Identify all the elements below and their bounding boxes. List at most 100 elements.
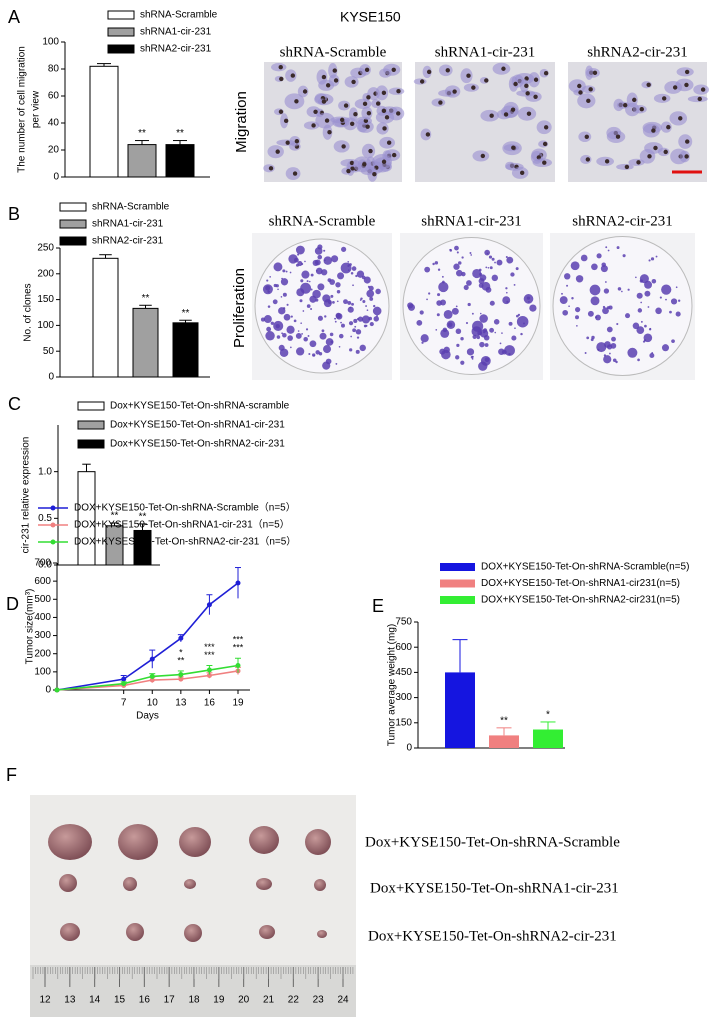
colony	[460, 360, 465, 365]
ruler	[30, 965, 356, 1017]
colony	[341, 246, 347, 252]
colony	[362, 300, 366, 304]
colony	[372, 306, 382, 316]
colony	[636, 326, 645, 335]
colony	[341, 323, 345, 328]
colony	[561, 292, 563, 295]
colony	[420, 334, 429, 343]
colony	[489, 300, 495, 306]
pore	[533, 94, 538, 99]
ruler-number: 22	[288, 995, 300, 1006]
colony	[288, 254, 298, 264]
colony	[369, 322, 374, 327]
colony	[286, 303, 289, 306]
colony	[506, 256, 514, 264]
colony	[510, 272, 515, 277]
colony	[434, 261, 439, 265]
y-tick-label: 200	[37, 268, 54, 279]
legend-swatch	[440, 579, 475, 588]
legend-swatch	[59, 202, 87, 212]
pore	[697, 96, 702, 102]
colony	[369, 296, 374, 301]
colony	[499, 342, 502, 345]
colony	[514, 327, 516, 330]
x-axis-label: Days	[136, 711, 159, 722]
point	[149, 656, 155, 662]
pore	[332, 68, 337, 73]
pore	[542, 141, 548, 147]
colony	[571, 297, 574, 300]
pore	[333, 78, 339, 83]
pore	[585, 157, 591, 162]
colony	[351, 302, 354, 306]
colony	[354, 325, 357, 328]
colony	[375, 288, 381, 295]
colony	[301, 270, 310, 279]
pore	[639, 107, 644, 112]
legend-swatch	[440, 563, 475, 571]
colony	[461, 256, 464, 259]
line	[56, 664, 239, 691]
tumor-label: Dox+KYSE150-Tet-On-shRNA2-cir-231	[368, 928, 617, 944]
colony	[476, 335, 481, 340]
ruler-number: 23	[313, 995, 325, 1006]
colony	[562, 309, 569, 316]
colony	[359, 344, 366, 352]
legend-marker	[50, 505, 56, 511]
colony	[655, 255, 658, 258]
tumor-label: Dox+KYSE150-Tet-On-shRNA-Scramble	[365, 834, 620, 850]
legend-label: shRNA1-cir-231	[140, 27, 212, 38]
significance: ***	[233, 643, 244, 653]
y-tick-label: 80	[48, 64, 60, 75]
colony	[336, 300, 339, 303]
pore	[351, 79, 356, 85]
colony	[297, 330, 300, 332]
colony	[526, 296, 531, 300]
colony	[575, 306, 581, 313]
pore	[302, 89, 308, 94]
colony	[331, 255, 339, 263]
colony	[441, 275, 444, 278]
colony	[295, 245, 305, 255]
point	[149, 673, 155, 679]
colony	[595, 314, 601, 321]
pore	[615, 134, 621, 139]
colony	[451, 307, 459, 315]
colony	[363, 324, 367, 328]
colony	[479, 314, 488, 323]
pore	[525, 91, 530, 96]
colony	[456, 251, 459, 254]
pore	[290, 73, 296, 78]
colony	[281, 332, 283, 335]
panel-letter: A	[8, 7, 20, 27]
pore	[396, 111, 401, 116]
colony	[340, 321, 342, 324]
colony	[273, 262, 283, 272]
pore	[578, 90, 583, 95]
colony	[361, 275, 366, 280]
ruler-number: 17	[164, 995, 176, 1006]
colony	[617, 287, 622, 291]
cell-line: KYSE150	[340, 9, 401, 25]
colony	[280, 296, 283, 298]
ruler-number: 13	[64, 995, 76, 1006]
line	[56, 670, 239, 691]
point	[54, 687, 60, 693]
colony	[295, 263, 299, 267]
pore	[283, 118, 289, 124]
colony	[366, 309, 369, 311]
pore	[381, 159, 387, 164]
colony	[355, 329, 362, 335]
colony	[325, 358, 332, 365]
significance: **	[139, 512, 147, 523]
colony	[502, 296, 511, 305]
ruler-number: 20	[238, 995, 250, 1006]
colony	[600, 265, 608, 273]
colony	[311, 353, 316, 357]
colony	[471, 312, 474, 315]
y-tick-label: 100	[37, 320, 54, 331]
colony	[648, 328, 652, 331]
colony	[421, 341, 424, 344]
colony	[317, 254, 323, 260]
